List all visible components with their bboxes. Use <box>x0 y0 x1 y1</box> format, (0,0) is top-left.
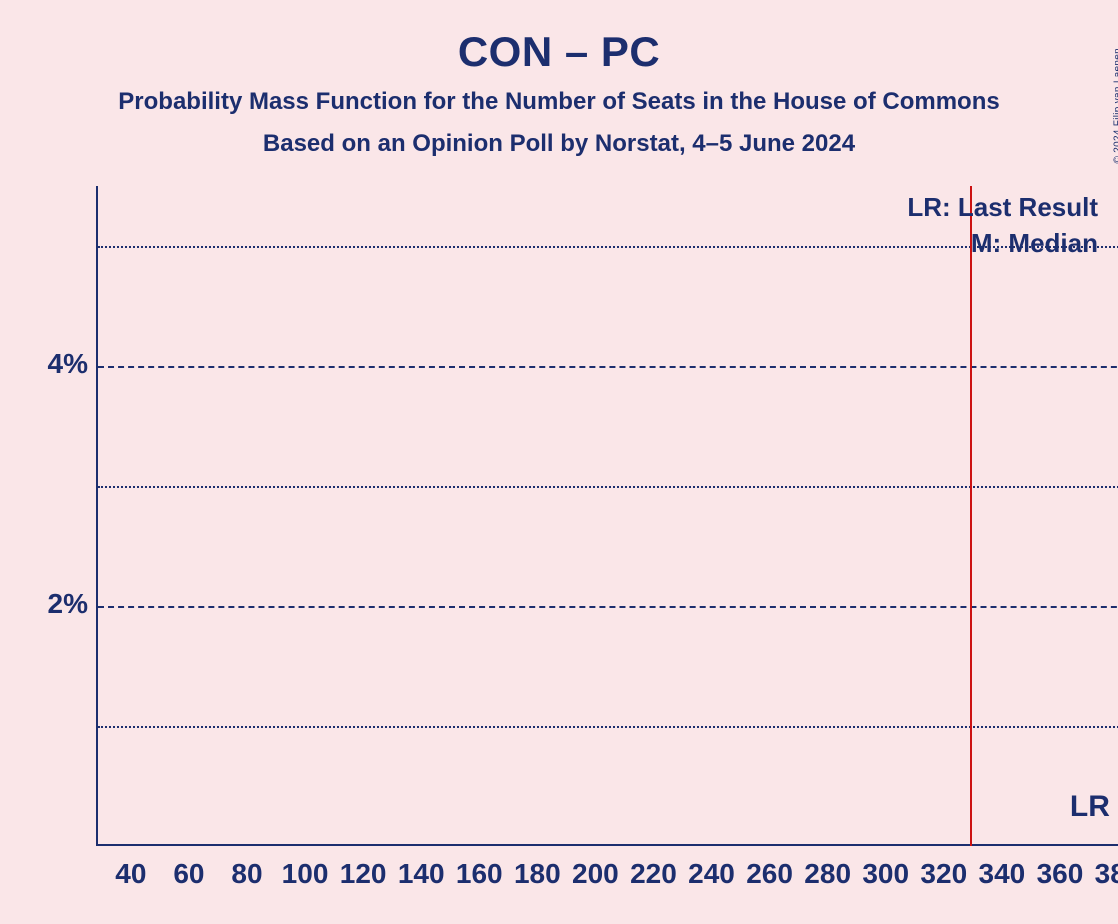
copyright-label: © 2024 Filip van Laenen <box>1112 48 1118 163</box>
x-tick-label: 60 <box>173 858 204 890</box>
lr-marker-label: LR <box>1070 790 1110 824</box>
chart-subtitle-2: Based on an Opinion Poll by Norstat, 4–5… <box>0 130 1118 158</box>
plot-area: LR: Last Result M: Median LR <box>96 186 1118 846</box>
gridline-minor <box>98 486 1118 488</box>
gridline-minor <box>98 246 1118 248</box>
gridline-major <box>98 606 1118 608</box>
x-tick-label: 200 <box>572 858 619 890</box>
chart-subtitle-1: Probability Mass Function for the Number… <box>0 88 1118 116</box>
x-tick-label: 100 <box>282 858 329 890</box>
y-axis <box>96 186 98 846</box>
gridline-major <box>98 366 1118 368</box>
x-tick-label: 120 <box>340 858 387 890</box>
last-result-line <box>970 186 972 846</box>
x-tick-label: 260 <box>746 858 793 890</box>
x-tick-label: 80 <box>231 858 262 890</box>
x-tick-labels: 40 60 80 100 120 140 160 180 200 220 240 260 280 300 3… <box>0 858 1118 908</box>
x-tick-label: 300 <box>862 858 909 890</box>
gridline-minor <box>98 726 1118 728</box>
x-axis <box>96 844 1118 846</box>
x-tick-label: 280 <box>804 858 851 890</box>
legend-last-result: LR: Last Result <box>907 192 1098 223</box>
x-tick-label: 40 <box>115 858 146 890</box>
x-tick-label: 360 <box>1037 858 1084 890</box>
x-tick-label: 240 <box>688 858 735 890</box>
x-tick-label: 160 <box>456 858 503 890</box>
legend-median: M: Median <box>971 228 1098 259</box>
y-tick-label: 4% <box>48 348 88 380</box>
x-tick-label: 140 <box>398 858 445 890</box>
x-tick-label: 320 <box>920 858 967 890</box>
x-tick-label: 220 <box>630 858 677 890</box>
x-tick-label: 340 <box>979 858 1026 890</box>
x-tick-label: 380 <box>1095 858 1118 890</box>
x-tick-label: 180 <box>514 858 561 890</box>
y-tick-label: 2% <box>48 588 88 620</box>
chart-title: CON – PC <box>0 28 1118 76</box>
